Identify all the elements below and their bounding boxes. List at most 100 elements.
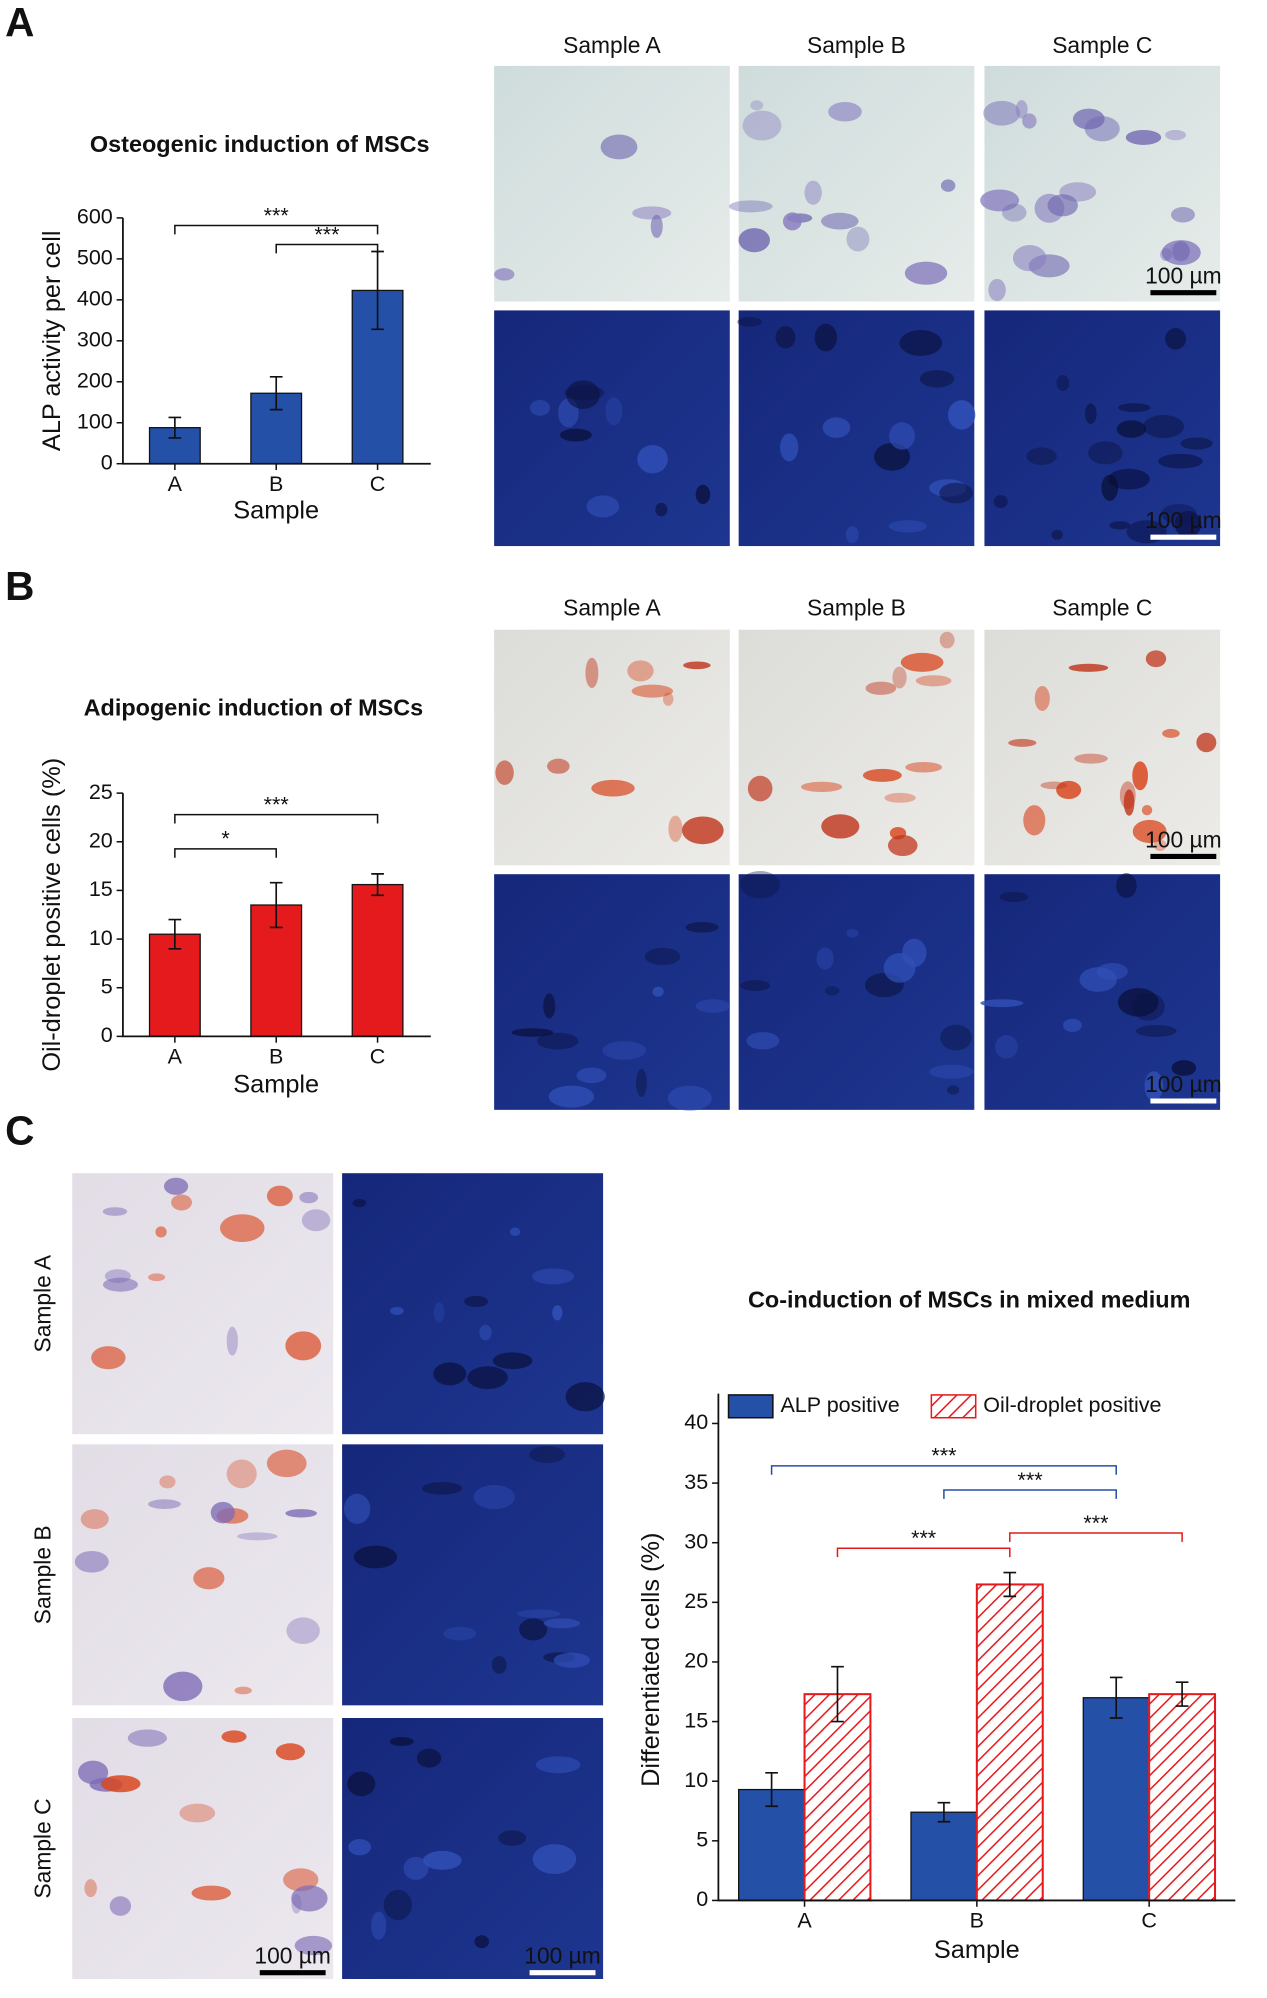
- cell: [740, 980, 771, 991]
- micrograph: [72, 1173, 334, 1435]
- cell: [1116, 420, 1147, 438]
- cell: [511, 1028, 554, 1037]
- x-tick-label: A: [168, 1045, 183, 1069]
- significance-label: ***: [911, 1526, 937, 1550]
- significance-label: ***: [264, 792, 290, 816]
- error-bar: [168, 416, 182, 439]
- cell: [467, 1366, 508, 1390]
- error-bar: [937, 1801, 951, 1823]
- cell: [1063, 1018, 1082, 1032]
- cell: [1160, 248, 1172, 261]
- cell: [747, 775, 773, 802]
- cell: [602, 1041, 647, 1060]
- cell: [433, 1362, 467, 1386]
- x-tick-label: B: [269, 1045, 283, 1069]
- bar: [1148, 1693, 1217, 1902]
- cell: [915, 675, 952, 687]
- bar: [1082, 1697, 1150, 1902]
- cell: [1034, 685, 1050, 711]
- cell: [389, 1737, 414, 1746]
- cell: [347, 1771, 376, 1797]
- cell: [294, 1935, 333, 1956]
- cell: [531, 1268, 575, 1285]
- cell: [1171, 1060, 1197, 1076]
- cell: [163, 1671, 203, 1702]
- x-tick-label: A: [797, 1909, 812, 1933]
- panel-label: A: [5, 0, 34, 45]
- cell: [728, 200, 773, 213]
- y-tick-label: 10: [684, 1768, 708, 1792]
- cell: [846, 226, 870, 252]
- cell: [1158, 453, 1203, 469]
- cell: [543, 1618, 581, 1629]
- cell: [821, 212, 859, 230]
- cell: [1079, 967, 1117, 992]
- cell: [1135, 1025, 1177, 1037]
- cell: [650, 214, 663, 238]
- y-tick-label: 100: [77, 409, 113, 433]
- cell: [179, 1803, 216, 1823]
- cell: [479, 1324, 492, 1341]
- cell: [220, 1214, 265, 1243]
- cell: [159, 1475, 176, 1489]
- error-bar: [371, 873, 384, 897]
- image-title: Sample C: [1052, 32, 1152, 58]
- cell: [285, 1509, 317, 1518]
- cell: [1144, 1071, 1164, 1101]
- cell: [821, 814, 860, 839]
- cell: [528, 1446, 566, 1463]
- cell: [919, 370, 955, 388]
- x-tick-label: A: [168, 472, 183, 496]
- cell: [171, 1194, 193, 1211]
- cell: [1023, 805, 1046, 836]
- image-title: Sample B: [807, 594, 906, 620]
- micrograph: [494, 65, 730, 302]
- cell: [988, 278, 1006, 302]
- cell: [148, 1499, 181, 1509]
- cell: [637, 444, 668, 474]
- cell: [683, 661, 711, 670]
- bar: [910, 1811, 978, 1902]
- cell: [780, 433, 799, 462]
- cell: [845, 526, 859, 544]
- cell: [750, 100, 764, 111]
- y-axis-label: Oil-droplet positive cells (%): [38, 758, 66, 1072]
- y-tick-label: 5: [101, 974, 113, 998]
- cell: [600, 134, 638, 160]
- cell: [889, 422, 915, 450]
- cell: [421, 1482, 463, 1495]
- cell: [291, 1885, 328, 1912]
- cell: [902, 938, 927, 968]
- cell: [905, 761, 943, 773]
- cell: [532, 1844, 577, 1874]
- significance-bracket: [174, 813, 379, 824]
- cell: [155, 1226, 167, 1238]
- cell: [1172, 241, 1190, 262]
- cell: [552, 1305, 563, 1321]
- bar: [351, 883, 404, 1038]
- y-tick-label: 25: [89, 780, 113, 804]
- cell: [940, 1024, 972, 1051]
- cell: [899, 330, 943, 356]
- cell: [492, 1352, 533, 1370]
- scale-bar-label: 100 µm: [254, 1942, 330, 1968]
- cell: [423, 1850, 462, 1870]
- cell: [443, 1626, 477, 1641]
- cell: [874, 442, 911, 471]
- image-title: Sample A: [563, 594, 661, 620]
- cell: [655, 502, 668, 517]
- legend-label: Oil-droplet positive: [983, 1393, 1161, 1417]
- cell: [1008, 738, 1037, 747]
- cell: [591, 779, 635, 797]
- cell: [814, 323, 837, 352]
- cell: [491, 1655, 507, 1674]
- cell: [1143, 414, 1185, 439]
- cell: [1132, 819, 1167, 844]
- cell: [804, 180, 822, 205]
- cell: [566, 380, 600, 410]
- legend-swatch: [930, 1394, 977, 1419]
- cell: [516, 1609, 561, 1618]
- cell: [221, 1730, 247, 1743]
- cell: [535, 1756, 581, 1774]
- cell: [775, 326, 796, 349]
